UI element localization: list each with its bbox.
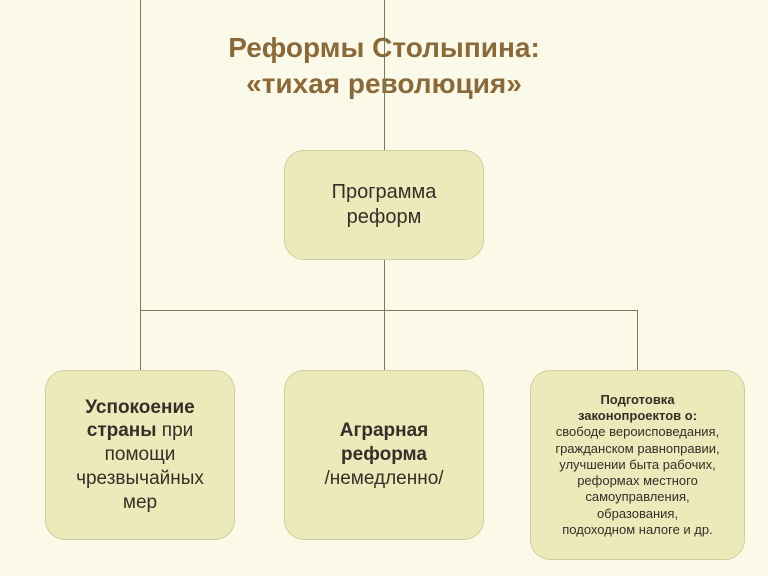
root-label-1: Программа [332, 180, 437, 205]
child-bills-line-8: подоходном налоге и др. [562, 522, 712, 538]
child-bills-line-1: законопроектов о: [578, 408, 697, 424]
child-bills-line-5: реформах местного [577, 473, 698, 489]
child-node-agrarian: Аграрнаяреформа/немедленно/ [284, 370, 484, 540]
root-label-2: реформ [347, 205, 422, 230]
child-agrarian-line-2: /немедленно/ [324, 467, 443, 491]
child-calm-line-1: страны при [87, 419, 194, 443]
connector-line [140, 0, 141, 370]
child-calm-line-0: Успокоение [85, 396, 194, 420]
child-agrarian-line-1: реформа [341, 443, 427, 467]
child-bills-line-7: образования, [597, 506, 678, 522]
child-agrarian-line-0: Аграрная [340, 419, 429, 443]
connector-line [140, 310, 637, 311]
child-calm-line-1-bold: страны [87, 420, 162, 441]
diagram-content: Реформы Столыпина: «тихая революция» Про… [0, 0, 768, 576]
child-node-bills: Подготовказаконопроектов о:свободе верои… [530, 370, 745, 560]
child-calm-line-3: чрезвычайных [76, 467, 204, 491]
child-bills-line-6: самоуправления, [585, 489, 689, 505]
child-node-calm: Успокоениестраны припомощичрезвычайныхме… [45, 370, 235, 540]
child-calm-line-4: мер [123, 491, 157, 515]
child-bills-line-0: Подготовка [600, 392, 674, 408]
connector-line [384, 0, 385, 150]
child-bills-line-4: улучшении быта рабочих, [559, 457, 715, 473]
child-calm-line-1-tail: при [162, 420, 193, 441]
connector-line [637, 310, 638, 370]
connector-line [384, 260, 385, 370]
root-node-program: Программа реформ [284, 150, 484, 260]
child-calm-line-2: помощи [105, 443, 176, 467]
child-bills-line-2: свободе вероисповедания, [556, 424, 719, 440]
child-bills-line-3: гражданском равноправии, [555, 441, 719, 457]
